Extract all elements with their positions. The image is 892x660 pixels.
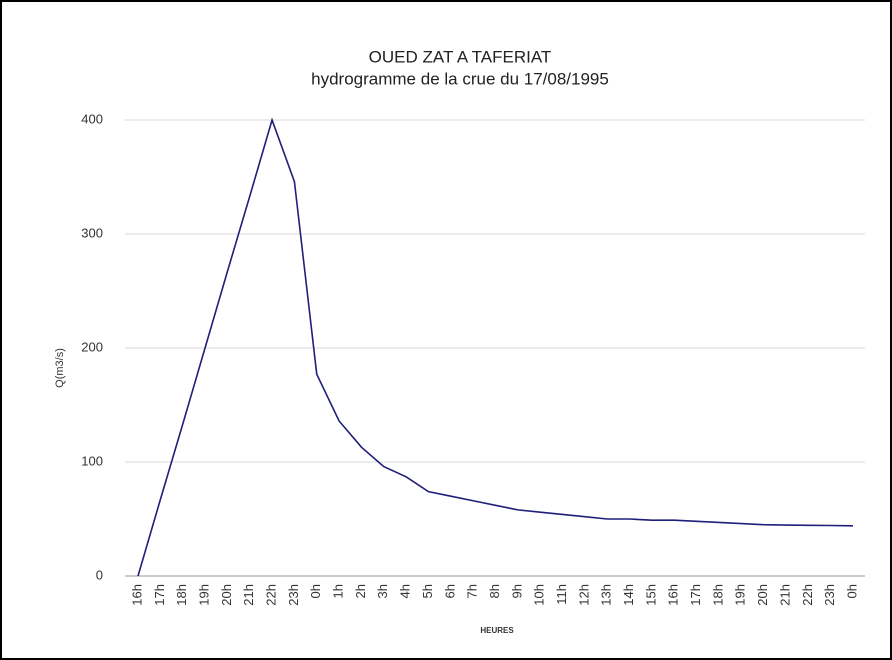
x-tick-label: 22h xyxy=(800,584,815,606)
y-tick-label: 400 xyxy=(81,111,103,126)
x-tick-label: 20h xyxy=(219,584,234,606)
data-line xyxy=(137,117,854,577)
x-tick-label: 2h xyxy=(353,584,368,598)
x-tick-label: 20h xyxy=(755,584,770,606)
x-tick-label: 5h xyxy=(420,584,435,598)
x-tick-label: 12h xyxy=(576,584,591,606)
x-tick-label: 18h xyxy=(710,584,725,606)
x-tick-label: 19h xyxy=(196,584,211,606)
x-tick-label: 11h xyxy=(554,584,569,605)
y-tick-label: 100 xyxy=(81,453,103,468)
x-tick-label: 0h xyxy=(308,584,323,598)
x-tick-label: 0h xyxy=(844,584,859,598)
x-tick-label: 8h xyxy=(487,584,502,598)
x-tick-label: 21h xyxy=(241,584,256,606)
y-axis-title: Q(m3/s) xyxy=(54,348,66,388)
x-tick-label: 19h xyxy=(733,584,748,606)
x-tick-label: 14h xyxy=(621,584,636,606)
x-axis-title: HEURES xyxy=(480,626,514,635)
y-tick-label: 200 xyxy=(81,339,103,354)
y-tick-label: 0 xyxy=(96,567,103,582)
x-tick-label: 17h xyxy=(152,584,167,606)
chart-title: OUED ZAT A TAFERIAT xyxy=(369,47,552,66)
x-tick-label: 23h xyxy=(822,584,837,606)
y-tick-label: 300 xyxy=(81,225,103,240)
x-tick-label: 21h xyxy=(777,584,792,606)
chart-subtitle: hydrogramme de la crue du 17/08/1995 xyxy=(311,69,609,88)
x-tick-label: 13h xyxy=(599,584,614,606)
x-tick-label: 7h xyxy=(465,584,480,598)
x-tick-label: 23h xyxy=(286,584,301,606)
x-tick-label: 15h xyxy=(643,584,658,606)
x-tick-label: 10h xyxy=(532,584,547,606)
x-tick-label: 17h xyxy=(688,584,703,606)
x-tick-label: 6h xyxy=(442,584,457,598)
x-tick-label: 18h xyxy=(174,584,189,606)
x-tick-label: 22h xyxy=(264,584,279,606)
x-tick-label: 16h xyxy=(129,584,144,606)
x-tick-label: 16h xyxy=(666,584,681,606)
x-tick-label: 4h xyxy=(398,584,413,598)
x-tick-label: 1h xyxy=(331,584,346,598)
x-tick-label: 3h xyxy=(375,584,390,598)
x-tick-label: 9h xyxy=(509,584,524,598)
